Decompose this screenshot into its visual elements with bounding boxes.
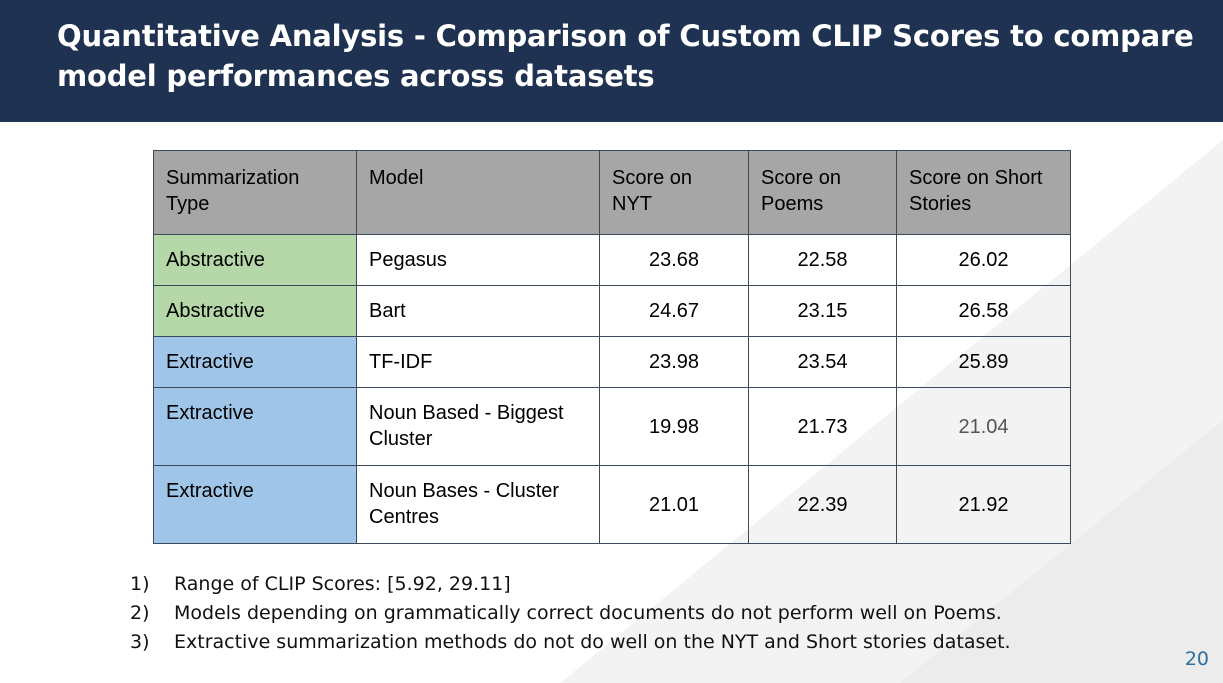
clip-scores-table: Summarization Type Model Score on NYT Sc… <box>153 150 1071 544</box>
summarization-type-cell: Extractive <box>153 465 357 544</box>
score-poems-cell-best: 23.54 <box>748 336 897 388</box>
note-marker: 3) <box>130 631 150 653</box>
score-nyt-cell: 19.98 <box>599 387 749 466</box>
table-row: Extractive TF-IDF 23.98 23.54 25.89 <box>153 336 1071 388</box>
score-stories-cell-best: 26.58 <box>896 285 1071 337</box>
table-row: Extractive Noun Bases - Cluster Centres … <box>153 465 1071 544</box>
header-summarization-type: Summarization Type <box>153 150 357 235</box>
table-row: Abstractive Pegasus 23.68 22.58 26.02 <box>153 234 1071 286</box>
score-stories-cell: 25.89 <box>896 336 1071 388</box>
model-cell: Bart <box>356 285 600 337</box>
score-nyt-cell-best: 24.67 <box>599 285 749 337</box>
table-header-row: Summarization Type Model Score on NYT Sc… <box>153 150 1071 235</box>
score-stories-cell: 26.02 <box>896 234 1071 286</box>
score-poems-cell: 21.73 <box>748 387 897 466</box>
table-row: Abstractive Bart 24.67 23.15 26.58 <box>153 285 1071 337</box>
list-item: 3) Extractive summarization methods do n… <box>130 628 1130 657</box>
summarization-type-cell: Extractive <box>153 336 357 388</box>
score-stories-cell: 21.92 <box>896 465 1071 544</box>
note-marker: 1) <box>130 573 150 595</box>
table-row: Extractive Noun Based - Biggest Cluster … <box>153 387 1071 466</box>
model-cell: Pegasus <box>356 234 600 286</box>
score-poems-cell: 23.15 <box>748 285 897 337</box>
summarization-type-cell: Extractive <box>153 387 357 466</box>
model-cell: Noun Based - Biggest Cluster <box>356 387 600 466</box>
list-item: 1) Range of CLIP Scores: [5.92, 29.11] <box>130 570 1130 599</box>
title-bar: Quantitative Analysis - Comparison of Cu… <box>0 0 1223 122</box>
note-marker: 2) <box>130 602 150 624</box>
note-text: Extractive summarization methods do not … <box>174 631 1011 653</box>
model-cell: Noun Bases - Cluster Centres <box>356 465 600 544</box>
score-nyt-cell: 23.98 <box>599 336 749 388</box>
list-item: 2) Models depending on grammatically cor… <box>130 599 1130 628</box>
header-model: Model <box>356 150 600 235</box>
score-poems-cell: 22.39 <box>748 465 897 544</box>
page-number: 20 <box>1184 648 1209 670</box>
score-nyt-cell: 23.68 <box>599 234 749 286</box>
header-score-nyt: Score on NYT <box>599 150 749 235</box>
note-text: Range of CLIP Scores: [5.92, 29.11] <box>174 573 511 595</box>
note-text: Models depending on grammatically correc… <box>174 602 1002 624</box>
model-cell: TF-IDF <box>356 336 600 388</box>
slide-title: Quantitative Analysis - Comparison of Cu… <box>57 19 1194 93</box>
score-stories-cell: 21.04 <box>896 387 1071 466</box>
summarization-type-cell: Abstractive <box>153 285 357 337</box>
score-nyt-cell: 21.01 <box>599 465 749 544</box>
header-score-poems: Score on Poems <box>748 150 897 235</box>
header-score-short-stories: Score on Short Stories <box>896 150 1071 235</box>
notes-list: 1) Range of CLIP Scores: [5.92, 29.11] 2… <box>130 570 1130 657</box>
score-poems-cell: 22.58 <box>748 234 897 286</box>
summarization-type-cell: Abstractive <box>153 234 357 286</box>
